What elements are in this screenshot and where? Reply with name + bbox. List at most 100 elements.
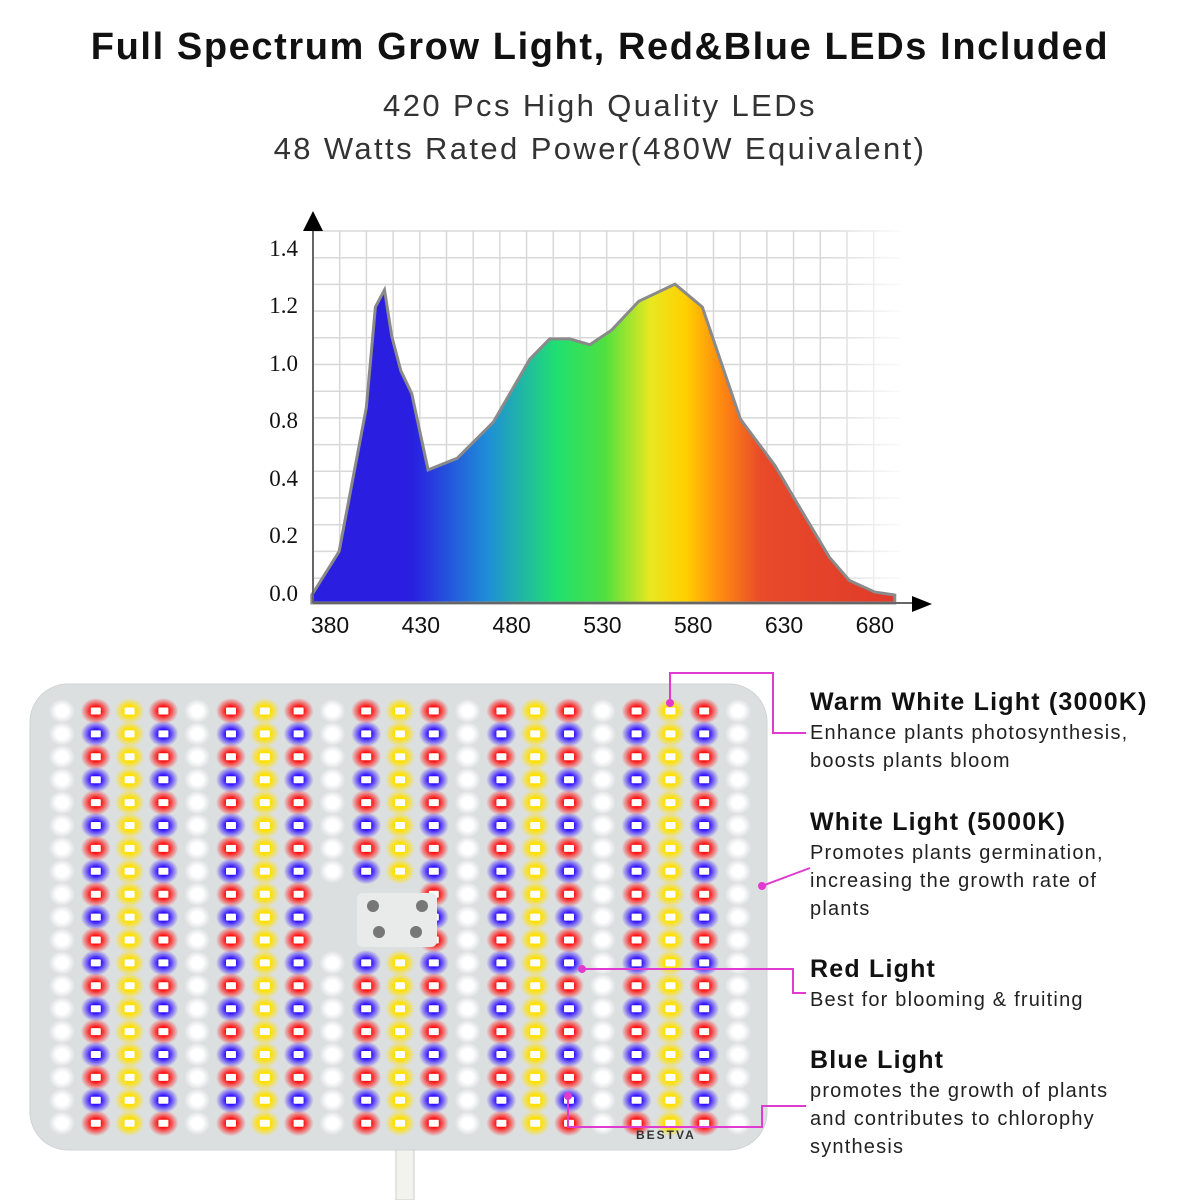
- blue-led: [621, 1041, 652, 1068]
- red-led: [621, 1110, 652, 1137]
- blue-led: [621, 904, 652, 931]
- warm-white-led: [655, 858, 686, 885]
- white-led: [184, 1111, 211, 1136]
- blue-led: [554, 904, 584, 931]
- red-led: [351, 1018, 382, 1045]
- white-led: [589, 1088, 616, 1113]
- x-tick-label: 630: [764, 612, 804, 638]
- white-led: [589, 721, 616, 746]
- red-led: [621, 881, 652, 908]
- blue-led: [689, 1087, 720, 1114]
- warm-white-led: [114, 949, 145, 976]
- white-led: [319, 836, 346, 861]
- white-led: [49, 767, 75, 792]
- warm-white-led: [385, 858, 415, 885]
- warm-white-led: [520, 972, 551, 999]
- blue-led: [283, 858, 314, 885]
- red-heading: Red Light: [810, 955, 937, 983]
- red-led: [80, 1110, 111, 1137]
- warm-white-led: [114, 995, 145, 1022]
- red-led: [486, 835, 517, 862]
- warm-white-led: [249, 1064, 280, 1091]
- white-led: [454, 996, 481, 1021]
- spectrum-area: [310, 282, 897, 605]
- warm-white-led: [655, 812, 686, 839]
- blue-led: [554, 766, 584, 793]
- red-led: [80, 698, 111, 724]
- blue-led: [80, 766, 111, 793]
- x-axis-arrow-icon: [912, 596, 932, 612]
- white-led: [589, 1042, 616, 1067]
- warm-white-led: [520, 835, 551, 862]
- warm-white-led: [249, 743, 280, 770]
- red-led: [351, 1110, 382, 1137]
- red-led: [689, 743, 720, 770]
- red-led: [80, 789, 111, 816]
- warm-white-led: [385, 949, 415, 976]
- white-led: [49, 950, 75, 975]
- red-desc: Best for blooming & fruiting: [810, 989, 1084, 1011]
- x-tick-label: 530: [583, 612, 622, 638]
- blue-led: [80, 720, 111, 747]
- white-led: [589, 882, 616, 907]
- blue-led: [80, 858, 111, 885]
- white-led: [184, 699, 211, 723]
- red-led: [283, 698, 314, 724]
- white-led: [725, 1019, 751, 1044]
- red-led: [418, 743, 449, 770]
- power-line: 48 Watts Rated Power(480W Equivalent): [273, 131, 927, 166]
- white-heading: White Light (5000K): [810, 808, 1067, 836]
- white-led: [49, 1019, 75, 1044]
- blue-led: [486, 995, 517, 1022]
- red-led: [351, 789, 382, 816]
- x-tick-label: 480: [492, 612, 531, 638]
- white-led: [184, 767, 211, 792]
- blue-led: [689, 766, 720, 793]
- warm-white-led: [114, 972, 145, 999]
- white-led: [725, 744, 751, 769]
- red-led: [689, 1064, 720, 1091]
- red-led: [418, 835, 449, 862]
- blue-led: [283, 904, 314, 931]
- warm-white-led: [249, 927, 280, 953]
- blue-led: [80, 812, 111, 839]
- blue-led: [351, 858, 382, 885]
- blue-led: [216, 1087, 246, 1114]
- white-led: [184, 905, 211, 930]
- red-led: [486, 927, 517, 953]
- red-led: [486, 1018, 517, 1045]
- blue-led: [148, 904, 179, 931]
- red-led: [554, 789, 584, 816]
- warm-white-led: [655, 1064, 686, 1091]
- blue-led: [80, 1041, 111, 1068]
- white-led: [49, 744, 75, 769]
- blue-led: [80, 995, 111, 1022]
- blue-led: [554, 858, 584, 885]
- red-led: [283, 835, 314, 862]
- red-led: [486, 743, 517, 770]
- y-tick-label: 0.0: [269, 581, 298, 606]
- warm-white-led: [655, 995, 686, 1022]
- blue-led: [689, 1041, 720, 1068]
- blue-led: [418, 1041, 449, 1068]
- warm-white-led: [114, 812, 145, 839]
- warm-white-led: [520, 812, 551, 839]
- white-led: [319, 699, 346, 723]
- warm-white-led: [385, 835, 415, 862]
- red-led: [80, 1018, 111, 1045]
- red-led: [621, 743, 652, 770]
- white-led: [454, 744, 481, 769]
- warm-white-heading: Warm White Light (3000K): [810, 688, 1148, 716]
- warm-white-led: [385, 743, 415, 770]
- blue-led: [486, 1041, 517, 1068]
- warm-white-led: [114, 1087, 145, 1114]
- blue-led: [418, 858, 449, 885]
- white-led: [725, 973, 751, 998]
- red-led: [351, 698, 382, 724]
- blue-led: [80, 904, 111, 931]
- white-led: [454, 1019, 481, 1044]
- red-led: [689, 881, 720, 908]
- white-led: [319, 1088, 346, 1113]
- red-led: [621, 1064, 652, 1091]
- white-led: [589, 767, 616, 792]
